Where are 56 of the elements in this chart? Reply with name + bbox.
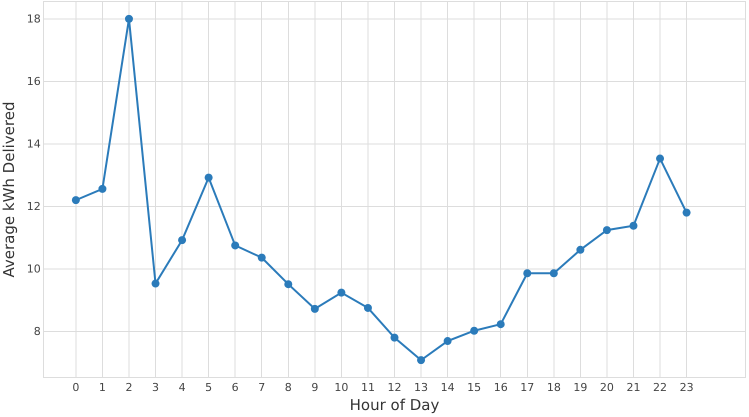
- y-tick-label: 18: [26, 12, 41, 26]
- x-tick-label: 10: [334, 381, 348, 394]
- y-tick-label: 14: [26, 138, 41, 151]
- x-tick-label: 7: [258, 381, 266, 394]
- x-tick-label: 0: [72, 381, 80, 394]
- point: [204, 174, 213, 182]
- point: [496, 320, 505, 328]
- point: [178, 236, 186, 244]
- x-tick-label: 13: [414, 381, 428, 394]
- y-tick-label: 16: [26, 75, 41, 88]
- point: [523, 269, 532, 278]
- point: [152, 280, 160, 288]
- point: [337, 288, 346, 297]
- x-tick-label: 18: [546, 381, 561, 394]
- point: [72, 196, 80, 204]
- x-tick-label: 22: [653, 381, 668, 394]
- point: [390, 334, 398, 342]
- x-tick-label: 19: [573, 381, 588, 394]
- x-tick-label: 11: [360, 381, 375, 394]
- x-tick-label: 9: [311, 381, 318, 394]
- y-axis-title: Average kWh Delivered: [0, 102, 18, 278]
- point: [124, 14, 133, 23]
- x-tick-label: 20: [600, 381, 614, 394]
- y-tick-label: 8: [34, 325, 41, 338]
- point: [470, 326, 478, 335]
- point: [602, 226, 611, 234]
- point: [682, 208, 691, 217]
- x-tick-label: 12: [388, 381, 402, 394]
- point: [231, 241, 240, 250]
- x-axis-title: Hour of Day: [350, 396, 440, 414]
- point: [444, 337, 452, 346]
- x-tick-label: 21: [626, 381, 640, 394]
- point: [417, 356, 426, 364]
- x-tick-label: 8: [284, 381, 292, 394]
- x-tick-label: 17: [520, 381, 534, 394]
- point: [550, 269, 558, 278]
- x-tick-label: 6: [232, 381, 239, 394]
- x-tick-label: 4: [178, 381, 186, 394]
- x-tick-label: 5: [205, 381, 212, 394]
- x-tick-label: 16: [494, 381, 508, 394]
- x-tick-label: 2: [125, 381, 132, 394]
- point: [364, 304, 372, 312]
- x-tick-label: 15: [467, 381, 482, 394]
- point: [98, 184, 106, 193]
- point: [576, 246, 584, 254]
- point: [310, 304, 319, 313]
- x-tick-label: 23: [680, 381, 694, 394]
- point: [656, 154, 664, 163]
- x-tick-label: 1: [98, 381, 106, 394]
- point: [258, 254, 266, 262]
- y-tick-label: 12: [26, 200, 41, 214]
- point: [284, 280, 292, 288]
- x-tick-label: 3: [152, 381, 160, 394]
- point: [629, 222, 638, 230]
- x-tick-label: 14: [440, 381, 455, 394]
- y-tick-label: 10: [26, 262, 41, 276]
